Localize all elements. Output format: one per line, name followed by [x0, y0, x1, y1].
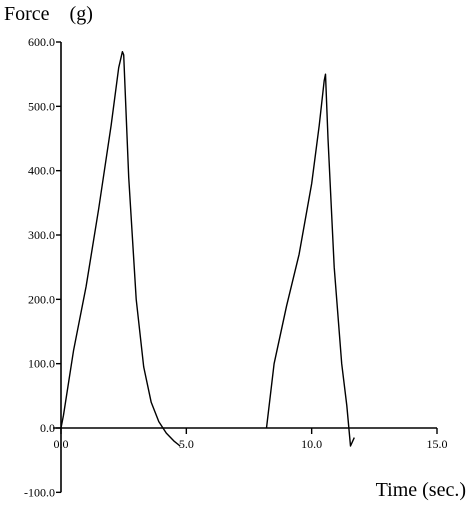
x-tick-label: 5.0: [179, 437, 194, 451]
y-tick-label: 200.0: [28, 292, 55, 306]
y-tick-label: 100.0: [28, 357, 55, 371]
axes: [53, 42, 437, 493]
x-tick-label: 10.0: [301, 437, 322, 451]
y-tick-label: 600.0: [28, 35, 55, 49]
y-tick-label: 300.0: [28, 228, 55, 242]
y-tick-label: -100.0: [24, 485, 55, 499]
y-tick-label: 0.0: [40, 421, 55, 435]
force-curve-1: [60, 51, 181, 447]
force-curve-2: [265, 73, 355, 447]
x-tick-label: 15.0: [427, 437, 448, 451]
x-tick-label: 0.0: [54, 437, 69, 451]
tick-marks: -100.0 0.0 100.0 200.0 300.0 400.0 500.0 600.0 0…: [24, 35, 448, 499]
y-tick-label: 500.0: [28, 99, 55, 113]
x-axis-title: Time (sec.): [376, 479, 466, 501]
series-layer: [60, 51, 355, 447]
y-axis-title: Force (g): [4, 3, 93, 25]
y-tick-label: 400.0: [28, 164, 55, 178]
